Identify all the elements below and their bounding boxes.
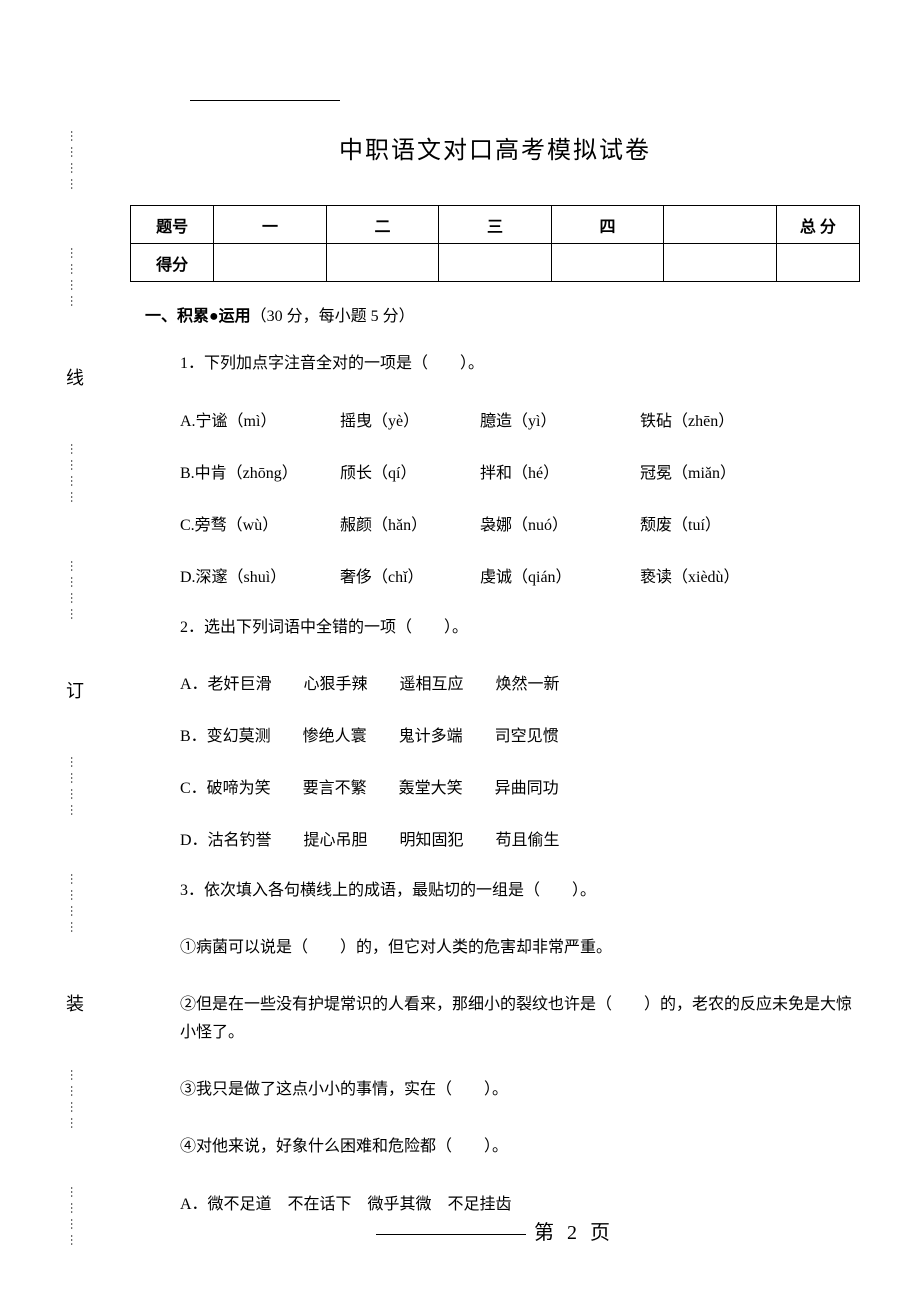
opt-a-4: 铁砧（zhēn） xyxy=(640,407,780,431)
q3-option-a: A．微不足道 不在话下 微乎其微 不足挂齿 xyxy=(180,1190,860,1214)
cell-total: 总 分 xyxy=(776,206,859,244)
cell-col1: 一 xyxy=(214,206,326,244)
opt-b-4: 冠冕（miǎn） xyxy=(640,459,780,483)
opt-d-2: 奢侈（chǐ） xyxy=(340,563,480,587)
table-row: 得分 xyxy=(131,244,860,282)
opt-c-3: 袅娜（nuó） xyxy=(480,511,640,535)
cell-spare xyxy=(664,206,776,244)
q2-option-a: A．老奸巨滑 心狠手辣 遥相互应 焕然一新 xyxy=(180,670,860,694)
cell-col4: 四 xyxy=(551,206,663,244)
q2-option-c: C．破啼为笑 要言不繁 轰堂大笑 异曲同功 xyxy=(180,774,860,798)
cell-col2: 二 xyxy=(326,206,438,244)
page-content: 中职语文对口高考模拟试卷 题号 一 二 三 四 总 分 得分 一、积累●运用（3… xyxy=(130,130,860,1242)
cell-blank xyxy=(439,244,551,282)
q1-option-a: A.宁谧（mì） 摇曳（yè） 臆造（yì） 铁砧（zhēn） xyxy=(180,407,860,431)
opt-b-3: 拌和（hé） xyxy=(480,459,640,483)
table-row: 题号 一 二 三 四 总 分 xyxy=(131,206,860,244)
opt-d-1: D.深邃（shuì） xyxy=(180,563,340,587)
q2-option-b: B．变幻莫测 惨绝人寰 鬼计多端 司空见惯 xyxy=(180,722,860,746)
cell-label: 题号 xyxy=(131,206,214,244)
binding-char-1: 线 xyxy=(66,364,84,390)
section-heading-bold: 一、积累●运用 xyxy=(145,308,251,325)
opt-b-1: B.中肯（zhōng） xyxy=(180,459,340,483)
opt-d-3: 虔诚（qián） xyxy=(480,563,640,587)
q2-stem: 2．选出下列词语中全错的一项（ ）。 xyxy=(180,615,860,641)
q1-stem: 1．下列加点字注音全对的一项是（ ）。 xyxy=(180,351,860,377)
cell-blank xyxy=(326,244,438,282)
dots-6: ………… xyxy=(69,873,81,937)
binding-char-3: 装 xyxy=(66,990,84,1016)
section-heading: 一、积累●运用（30 分，每小题 5 分） xyxy=(145,302,860,326)
dots-8: ………… xyxy=(69,1186,81,1250)
binding-char-2: 订 xyxy=(66,677,84,703)
q2-option-d: D．沽名钓誉 提心吊胆 明知固犯 苟且偷生 xyxy=(180,826,860,850)
opt-c-4: 颓废（tuí） xyxy=(640,511,780,535)
page-number: 第 2 页 xyxy=(534,1222,614,1244)
q1-option-c: C.旁骛（wù） 赧颜（hǎn） 袅娜（nuó） 颓废（tuí） xyxy=(180,511,860,535)
dots-1: ………… xyxy=(69,130,81,194)
dots-2: ………… xyxy=(69,247,81,311)
cell-col3: 三 xyxy=(439,206,551,244)
opt-a-1: A.宁谧（mì） xyxy=(180,407,340,431)
q3-sub4: ④对他来说，好象什么困难和危险都（ ）。 xyxy=(180,1133,860,1162)
cell-label: 得分 xyxy=(131,244,214,282)
dots-5: ………… xyxy=(69,756,81,820)
dots-4: ………… xyxy=(69,560,81,624)
dots-3: ………… xyxy=(69,443,81,507)
top-divider xyxy=(190,100,340,101)
q1-option-b: B.中肯（zhōng） 颀长（qí） 拌和（hé） 冠冕（miǎn） xyxy=(180,459,860,483)
opt-c-1: C.旁骛（wù） xyxy=(180,511,340,535)
cell-blank xyxy=(551,244,663,282)
section-heading-rest: （30 分，每小题 5 分） xyxy=(251,308,415,325)
opt-b-2: 颀长（qí） xyxy=(340,459,480,483)
page-footer: 第 2 页 xyxy=(130,1216,860,1245)
footer-line xyxy=(376,1234,526,1235)
score-table: 题号 一 二 三 四 总 分 得分 xyxy=(130,205,860,282)
q3-sub1: ①病菌可以说是（ ）的，但它对人类的危害却非常严重。 xyxy=(180,934,860,963)
q3-sub3: ③我只是做了这点小小的事情，实在（ ）。 xyxy=(180,1076,860,1105)
cell-blank xyxy=(664,244,776,282)
opt-a-3: 臆造（yì） xyxy=(480,407,640,431)
cell-blank xyxy=(776,244,859,282)
opt-c-2: 赧颜（hǎn） xyxy=(340,511,480,535)
q3-sub2: ②但是在一些没有护堤常识的人看来，那细小的裂纹也许是（ ）的，老农的反应未免是大… xyxy=(180,991,860,1049)
q1-option-d: D.深邃（shuì） 奢侈（chǐ） 虔诚（qián） 亵读（xièdù） xyxy=(180,563,860,587)
dots-7: ………… xyxy=(69,1069,81,1133)
binding-margin: ………… ………… 线 ………… ………… 订 ………… ………… 装 …………… xyxy=(60,130,90,1250)
opt-a-2: 摇曳（yè） xyxy=(340,407,480,431)
page-title: 中职语文对口高考模拟试卷 xyxy=(130,130,860,165)
q3-stem: 3．依次填入各句横线上的成语，最贴切的一组是（ ）。 xyxy=(180,878,860,904)
cell-blank xyxy=(214,244,326,282)
opt-d-4: 亵读（xièdù） xyxy=(640,563,780,587)
